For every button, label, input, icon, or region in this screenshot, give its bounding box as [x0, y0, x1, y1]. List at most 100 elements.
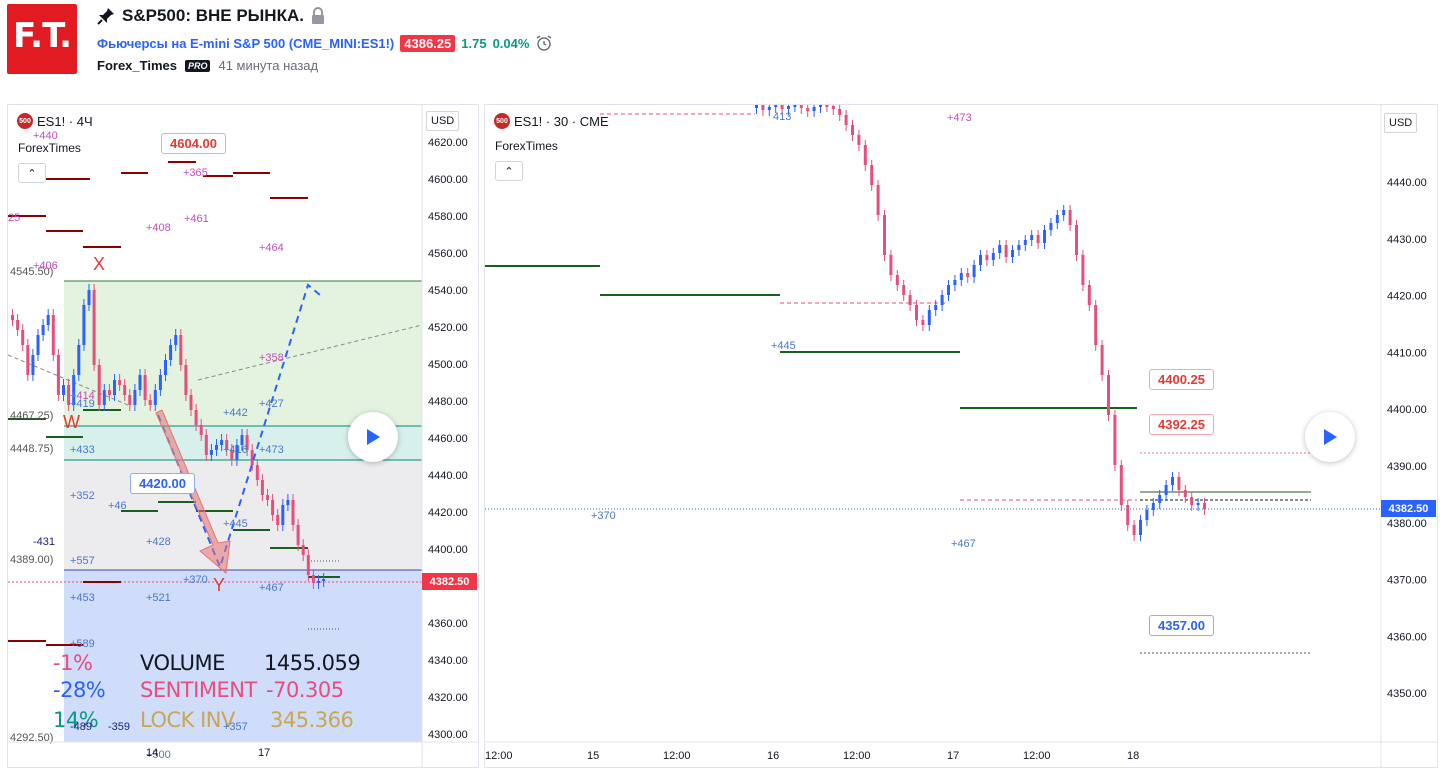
annotation-label: +370 [183, 574, 208, 586]
candle-body [755, 105, 758, 108]
annotation-label: +557 [70, 555, 95, 567]
candle-body [281, 505, 285, 525]
candle-body [97, 365, 101, 405]
candle-body [1177, 477, 1181, 490]
right-author-label: ForexTimes [495, 139, 558, 153]
candle-body [998, 245, 1002, 253]
play-button[interactable] [1305, 412, 1355, 462]
price-tick: 4400.00 [1387, 404, 1427, 416]
candle-body [799, 105, 803, 108]
candle-body [1011, 250, 1014, 257]
candle-body [311, 575, 315, 583]
price-tick: 4400.00 [428, 544, 468, 556]
candle-body [1126, 505, 1130, 525]
right-collapse-button[interactable]: ⌃ [495, 161, 523, 181]
candle-body [793, 105, 797, 107]
annotation-label: +433 [70, 444, 95, 456]
annotation-label: +46 [108, 500, 127, 512]
green-zone [64, 281, 422, 426]
candle-body [927, 310, 931, 325]
candle-body [857, 135, 861, 145]
annotation-label: +428 [146, 536, 171, 548]
left-price-axis[interactable]: 4620.00 4600.00 4580.00 4560.00 4540.00 4520.… [428, 137, 468, 741]
annotation-label: +365 [183, 167, 208, 179]
right-time-axis[interactable]: 12:00 15 12:00 16 12:00 17 12:00 18 [485, 750, 1139, 762]
candle-body [133, 390, 137, 405]
instrument-name: Фьючерсы на E-mini S&P 500 [97, 35, 286, 51]
instrument-link[interactable]: Фьючерсы на E-mini S&P 500 (CME_MINI:ES1… [97, 36, 394, 51]
instrument-symbol: (CME_MINI:ES1!) [288, 35, 395, 51]
candle-body [260, 480, 264, 495]
author-name[interactable]: Forex_Times [97, 58, 177, 73]
title-text: S&P500: ВНЕ РЫНКА. [122, 6, 304, 25]
annotation-label: +445 [771, 340, 796, 352]
candle-body [164, 360, 167, 375]
candle-body [317, 581, 320, 583]
annotation-label: 413 [773, 111, 791, 123]
candle-body [128, 395, 132, 405]
left-collapse-button[interactable]: ⌃ [18, 163, 46, 183]
candle-body [113, 380, 116, 395]
candle-body [148, 400, 152, 405]
level-label-a: 4545.50) [10, 266, 53, 278]
candle-body [107, 390, 111, 395]
candle-body [296, 525, 300, 545]
chevron-up-icon: ⌃ [504, 165, 514, 178]
alarm-clock-icon[interactable] [535, 34, 553, 52]
candle-body [77, 345, 81, 375]
candle-body [92, 290, 96, 365]
annotation-label: +467 [951, 538, 976, 550]
blue-zone [64, 570, 422, 742]
candle-body [1062, 210, 1066, 215]
candle-body [271, 500, 275, 515]
right-symbol-text: ES1! · 30 · CME [514, 113, 609, 129]
candle-body [1049, 223, 1053, 230]
candle-body [62, 385, 65, 395]
forex-times-logo[interactable]: F.T. [7, 4, 77, 74]
annotation-label: +473 [947, 112, 972, 124]
right-chart-panel[interactable]: 413 +473 +445 +370 +467 4440.00 4430.00 4420.0… [484, 104, 1438, 768]
candle-body [250, 450, 254, 465]
left-chart-panel[interactable]: -1% -28% 14% VOLUME 1455.059 SENTIMENT -… [7, 104, 479, 768]
candle-body [1183, 490, 1187, 497]
price-tick: 4360.00 [1387, 631, 1427, 643]
candle-body [812, 107, 816, 111]
price-tick: 4410.00 [1387, 347, 1427, 359]
candle-body [1036, 235, 1040, 243]
candle-body [204, 435, 208, 455]
right-symbol-label[interactable]: 500 ES1! · 30 · CME [494, 113, 609, 129]
price-tick: 4500.00 [428, 359, 468, 371]
candle-body [1017, 245, 1021, 250]
level-label-b: 4467.25) [10, 410, 53, 422]
candle-body [174, 335, 178, 345]
candle-body [1171, 477, 1174, 485]
candle-body [36, 335, 40, 355]
logo-text: F.T. [12, 16, 72, 56]
candle-body [266, 495, 269, 500]
candle-body [767, 107, 771, 110]
candle-body [908, 295, 912, 305]
author-line: Forex_Times PRO 41 минута назад [97, 58, 318, 73]
annotation-label: +589 [70, 638, 95, 650]
candle-body [1094, 305, 1098, 345]
candle-body [1075, 225, 1078, 255]
pro-badge: PRO [184, 59, 211, 72]
candle-body [286, 500, 290, 505]
left-time-tick: 14 [146, 747, 159, 759]
left-chart-canvas[interactable]: -1% -28% 14% VOLUME 1455.059 SENTIMENT -… [8, 105, 478, 767]
price-tick: 4340.00 [428, 655, 468, 667]
left-currency-button[interactable]: USD [426, 111, 460, 131]
play-button[interactable] [348, 412, 398, 462]
price-tick: 4600.00 [428, 174, 468, 186]
candle-body [1203, 503, 1206, 509]
left-symbol-label[interactable]: 500 ES1! · 4Ч [17, 113, 93, 129]
right-current-price-tag: 4382.50 [1381, 500, 1436, 517]
price-tick: 4390.00 [1387, 461, 1427, 473]
right-chart-canvas[interactable]: 413 +473 +445 +370 +467 4440.00 4430.00 4420.0… [485, 105, 1437, 767]
wave-x: X [93, 254, 105, 274]
candle-body [143, 375, 147, 400]
right-currency-button[interactable]: USD [1384, 113, 1418, 133]
right-price-axis[interactable]: 4440.00 4430.00 4420.00 4410.00 4400.00 4390.… [1387, 177, 1427, 700]
candle-body [1087, 285, 1091, 305]
left-candles [11, 284, 326, 589]
